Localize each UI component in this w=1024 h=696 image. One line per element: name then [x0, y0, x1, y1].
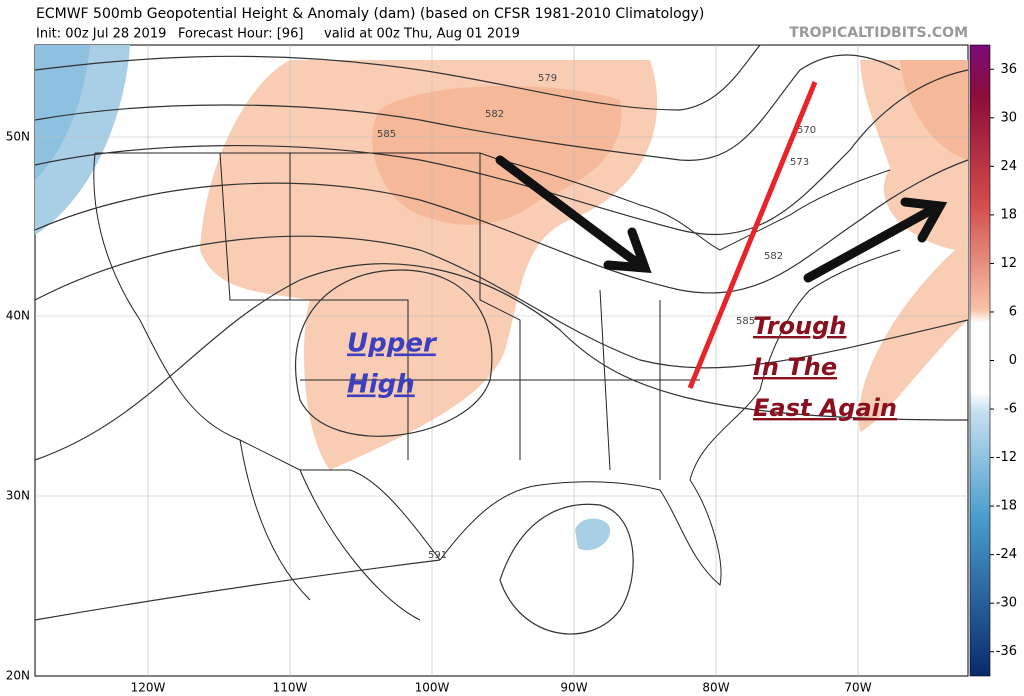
colorbar: 36 30 24 18 12 6 0 -6 -12 -18 -24 -30 -36	[969, 44, 1017, 677]
lon-label: 110W	[273, 681, 308, 695]
lon-label: 120W	[131, 681, 166, 695]
contour-label: 585	[377, 129, 396, 140]
lon-label: 90W	[560, 681, 587, 695]
lon-label: 100W	[415, 681, 450, 695]
colorbar-tick-label: -36	[996, 644, 1017, 659]
contour-label: 585	[736, 316, 755, 327]
lat-label: 30N	[6, 489, 30, 503]
negative-anomaly	[575, 518, 611, 551]
negative-anomaly	[35, 45, 90, 180]
source: TROPICALTIDBITS.COM	[789, 25, 968, 41]
lat-label: 40N	[6, 309, 30, 323]
map-area: 579 582 585 570 573 582 585 591 Upper Hi…	[34, 44, 969, 677]
title: ECMWF 500mb Geopotential Height & Anomal…	[36, 6, 704, 22]
contour-label: 582	[485, 109, 504, 120]
colorbar-tick-label: 36	[1000, 62, 1017, 77]
grid	[35, 45, 968, 676]
colorbar-tick-label: -24	[996, 547, 1017, 562]
longitude-axis: 120W 110W 100W 90W 80W 70W	[131, 681, 872, 695]
contour-label: 591	[428, 550, 447, 561]
colorbar-tick-label: 30	[1000, 110, 1017, 125]
latitude-axis: 50N 40N 30N 20N	[6, 130, 30, 683]
positive-anomaly	[372, 86, 622, 225]
lon-label: 70W	[844, 681, 871, 695]
colorbar-tick-label: 18	[1000, 207, 1017, 222]
annotation: Upper	[347, 329, 438, 359]
init-time: Init: 00z Jul 28 2019	[36, 27, 166, 42]
colorbar-tick-label: -6	[1004, 402, 1017, 417]
lon-label: 80W	[702, 681, 729, 695]
colorbar-tick-label: -18	[996, 499, 1017, 514]
drawn-annotations	[495, 81, 948, 389]
colorbar-tick-label: 12	[1000, 256, 1017, 271]
lat-label: 50N	[6, 130, 30, 144]
valid-time: valid at 00z Thu, Aug 01 2019	[324, 27, 520, 42]
annotation: East Again	[753, 394, 897, 422]
colorbar-tick-label: -30	[996, 596, 1017, 611]
colorbar-tick-label: 24	[1000, 159, 1017, 174]
contour-labels: 579 582 585 570 573 582 585 591	[377, 73, 816, 561]
colorbar-tick-label: 6	[1009, 304, 1017, 319]
positive-anomaly	[900, 60, 968, 160]
annotation: In The	[753, 353, 837, 381]
height-contours	[34, 44, 969, 635]
contour-label: 582	[764, 251, 783, 262]
contour-label: 573	[790, 157, 809, 168]
colorbar-scale	[969, 44, 991, 677]
forecast-hour: Forecast Hour: [96]	[178, 27, 303, 42]
colorbar-tick-label: -12	[996, 450, 1017, 465]
contour-label: 570	[797, 125, 816, 136]
contour-label: 579	[538, 73, 557, 84]
lat-label: 20N	[6, 669, 30, 683]
annotation: Trough	[753, 312, 846, 340]
colorbar-tick-label: 0	[1009, 353, 1017, 368]
annotation: High	[347, 370, 415, 400]
